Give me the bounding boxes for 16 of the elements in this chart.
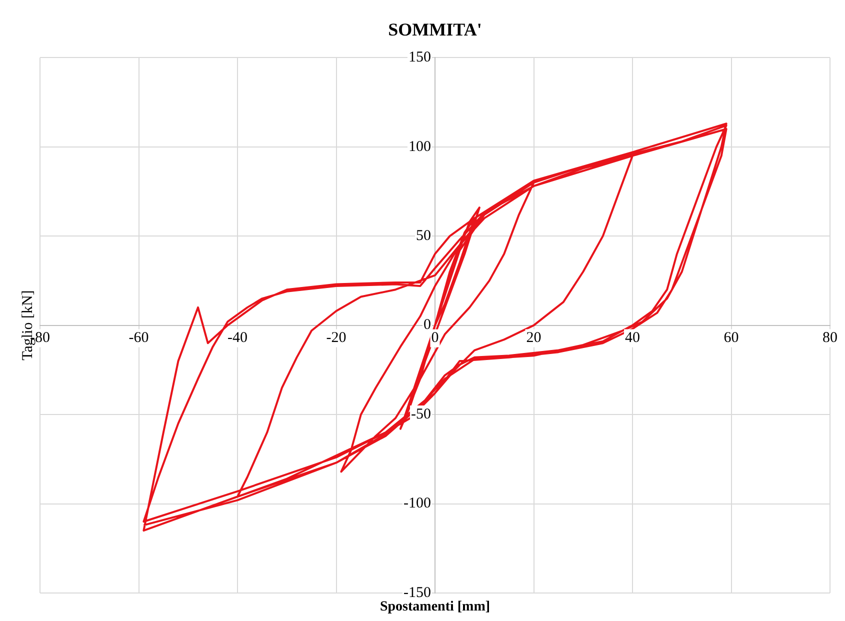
x-tick-label: 80 [822,330,838,346]
y-tick-label: 0 [424,317,431,334]
x-axis-title: Spostamenti [mm] [380,600,490,615]
y-tick-label: -100 [404,496,431,512]
x-tick-label: 60 [724,330,739,346]
y-tick-label: -150 [404,584,431,601]
chart-title: SOMMITA' [388,19,482,40]
x-tick-label: 40 [625,330,640,346]
x-tick-label: -40 [228,330,248,346]
y-tick-label: 50 [416,228,431,244]
x-tick-label: 20 [526,330,542,346]
y-tick-label: 100 [408,138,431,155]
x-tick-label: -20 [326,330,346,346]
y-tick-label: -50 [411,406,431,422]
y-tick-label: 150 [408,50,431,66]
x-tick-label: -60 [128,330,149,346]
